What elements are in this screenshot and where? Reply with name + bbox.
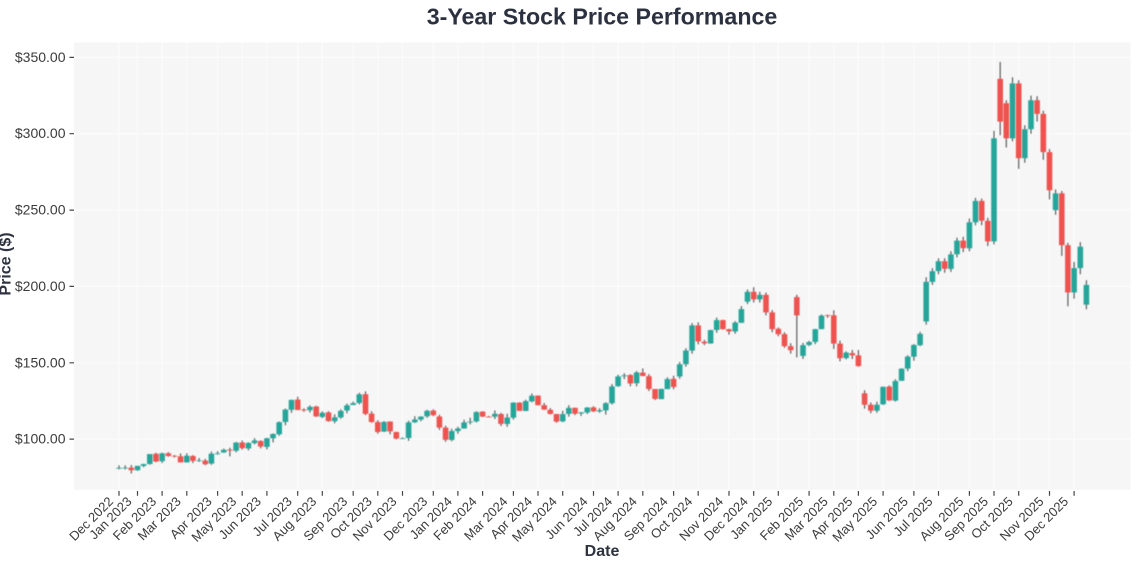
svg-text:$250.00: $250.00 [15, 202, 66, 218]
svg-text:3-Year Stock Price Performance: 3-Year Stock Price Performance [427, 4, 778, 30]
svg-text:Price ($): Price ($) [0, 232, 15, 295]
svg-text:$100.00: $100.00 [15, 431, 66, 447]
svg-text:$200.00: $200.00 [15, 278, 66, 294]
svg-text:$300.00: $300.00 [15, 125, 66, 141]
svg-text:$350.00: $350.00 [15, 49, 66, 65]
svg-text:$150.00: $150.00 [15, 354, 66, 370]
svg-text:Date: Date [585, 543, 620, 560]
